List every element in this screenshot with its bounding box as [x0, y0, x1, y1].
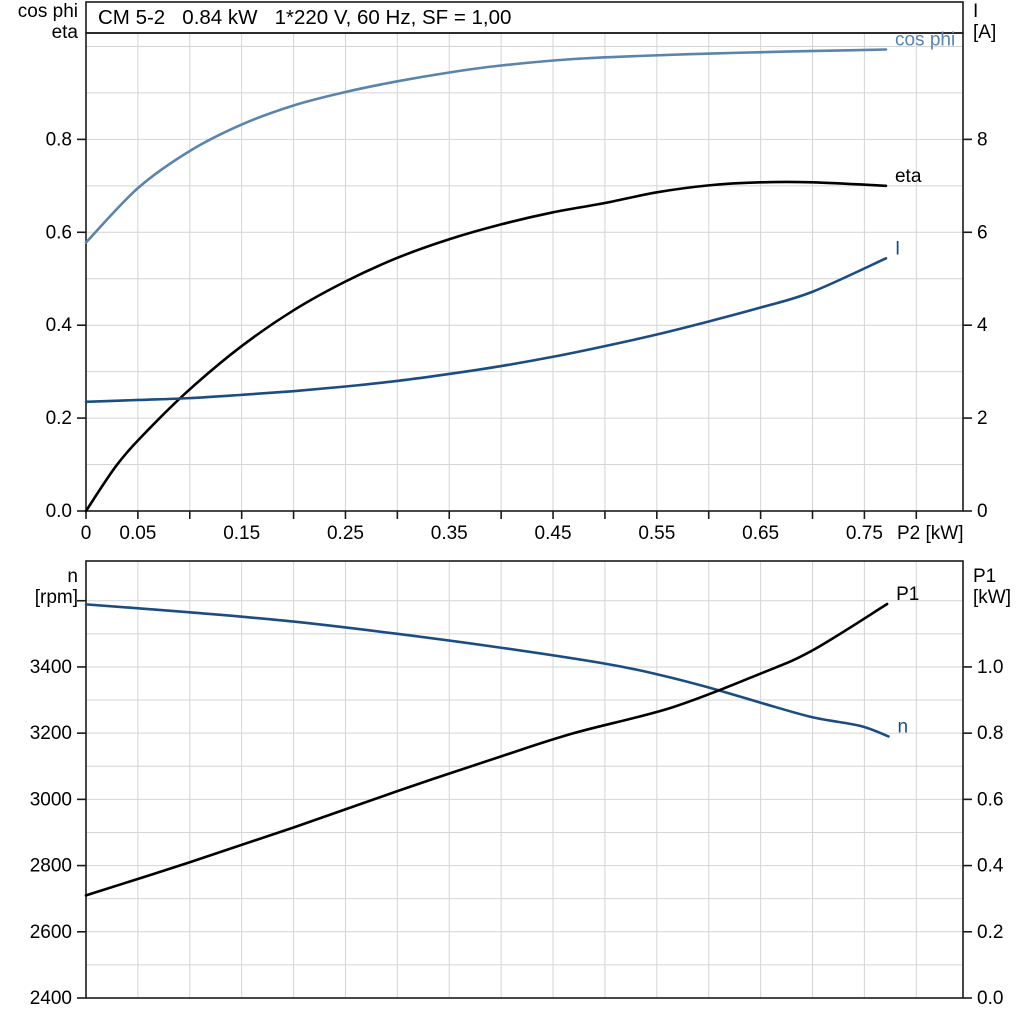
- svg-text:n: n: [897, 716, 908, 737]
- svg-text:0.4: 0.4: [977, 856, 1004, 877]
- svg-text:eta: eta: [895, 166, 922, 187]
- svg-text:0.75: 0.75: [846, 523, 883, 544]
- svg-text:2: 2: [977, 408, 988, 429]
- svg-text:CM 5-2 0.84 kW 1*220 V, 60: CM 5-2 0.84 kW 1*220 V, 60 Hz, SF = 1,00: [98, 6, 511, 29]
- svg-text:0.45: 0.45: [535, 523, 572, 544]
- svg-text:[A]: [A]: [973, 22, 996, 43]
- svg-text:0: 0: [81, 523, 92, 544]
- svg-text:2400: 2400: [30, 988, 72, 1009]
- svg-text:eta: eta: [52, 22, 79, 43]
- svg-text:1.0: 1.0: [977, 657, 1003, 678]
- svg-text:0.0: 0.0: [46, 501, 72, 522]
- svg-text:3400: 3400: [30, 657, 72, 678]
- svg-text:[rpm]: [rpm]: [35, 587, 78, 608]
- svg-text:0.2: 0.2: [46, 408, 72, 429]
- svg-text:0.6: 0.6: [977, 789, 1003, 810]
- svg-text:n: n: [67, 566, 78, 587]
- svg-text:0.05: 0.05: [119, 523, 156, 544]
- svg-text:6: 6: [977, 222, 988, 243]
- svg-text:cos phi: cos phi: [18, 1, 78, 22]
- svg-text:3000: 3000: [30, 789, 72, 810]
- svg-text:0.65: 0.65: [742, 523, 779, 544]
- svg-text:I: I: [973, 1, 978, 22]
- svg-text:4: 4: [977, 315, 988, 336]
- svg-text:0: 0: [977, 501, 988, 522]
- svg-text:0.8: 0.8: [46, 129, 72, 150]
- svg-text:I: I: [895, 238, 900, 259]
- svg-text:0.4: 0.4: [46, 315, 73, 336]
- svg-text:[kW]: [kW]: [973, 587, 1011, 608]
- svg-text:2600: 2600: [30, 922, 72, 943]
- svg-text:0.55: 0.55: [638, 523, 675, 544]
- svg-text:cos phi: cos phi: [895, 29, 955, 50]
- svg-text:0.2: 0.2: [977, 922, 1003, 943]
- svg-text:0.8: 0.8: [977, 723, 1003, 744]
- svg-text:P1: P1: [896, 584, 919, 605]
- svg-text:2800: 2800: [30, 856, 72, 877]
- svg-text:3200: 3200: [30, 723, 72, 744]
- svg-text:P2 [kW]: P2 [kW]: [897, 523, 964, 544]
- svg-text:P1: P1: [973, 566, 996, 587]
- svg-text:0.6: 0.6: [46, 222, 72, 243]
- svg-text:0.25: 0.25: [327, 523, 364, 544]
- svg-text:0.35: 0.35: [431, 523, 468, 544]
- svg-text:0.15: 0.15: [223, 523, 260, 544]
- svg-text:0.0: 0.0: [977, 988, 1003, 1009]
- svg-text:8: 8: [977, 129, 988, 150]
